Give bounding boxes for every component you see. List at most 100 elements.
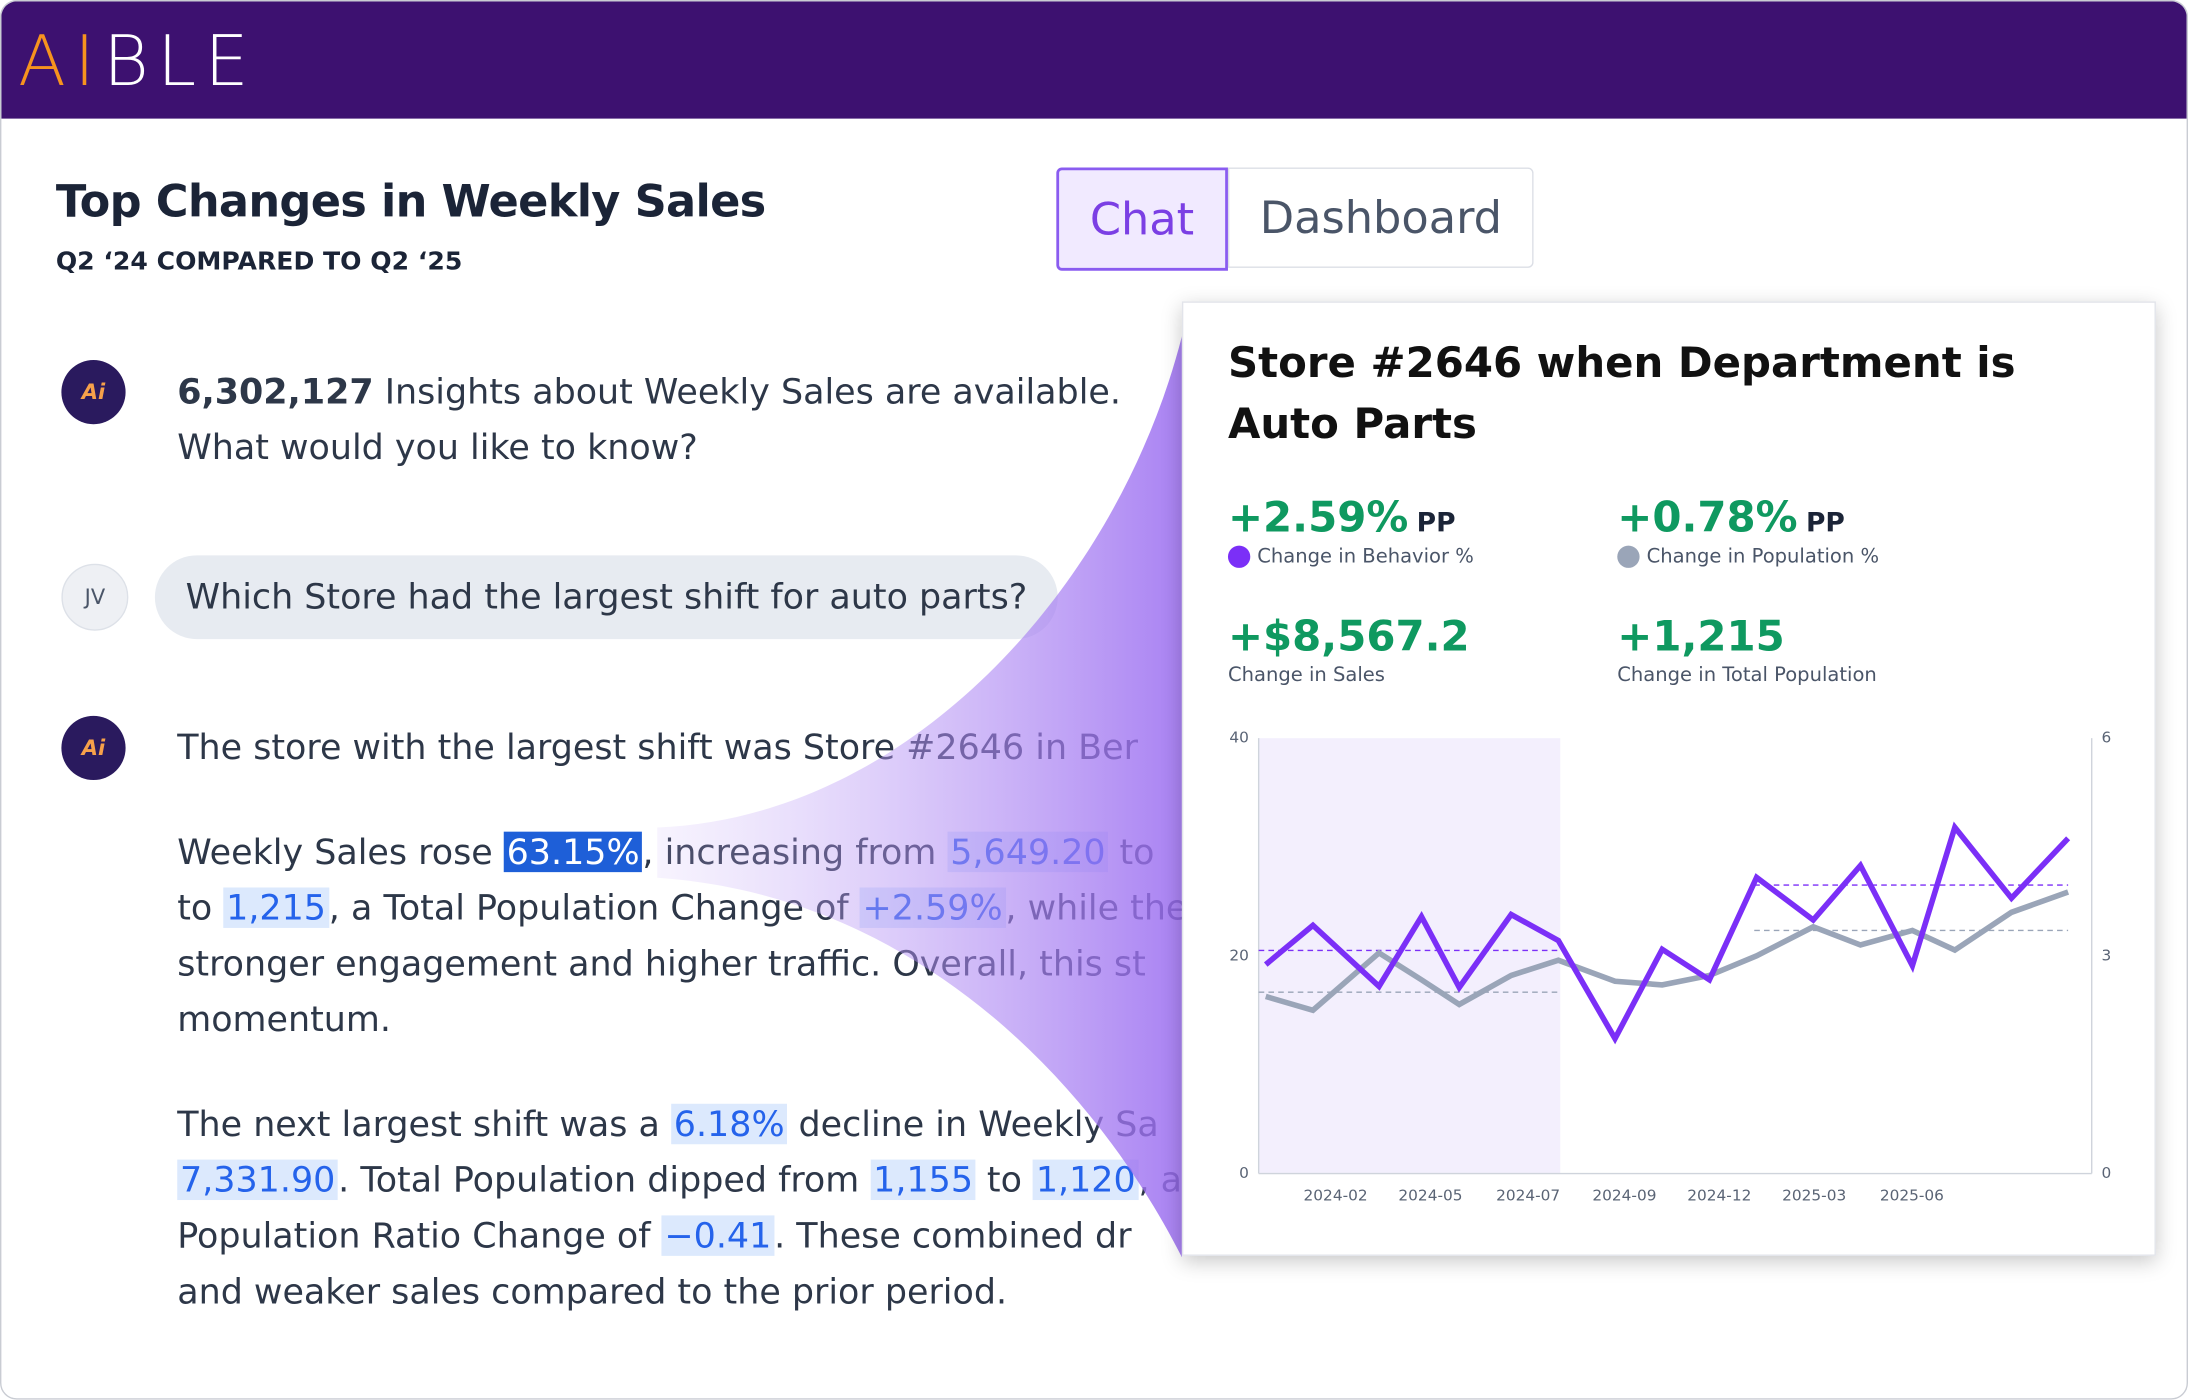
text-segment: 6.18% xyxy=(670,1103,788,1145)
kpi-value: +1,215 xyxy=(1617,613,1877,662)
y2-tick-label: 0 xyxy=(2101,1164,2111,1182)
kpi: +2.59% PP Change in Behavior % xyxy=(1227,494,1474,568)
text-segment: 1,215 xyxy=(223,887,329,928)
text-segment: . Total Population dipped from xyxy=(338,1159,871,1201)
paragraph: The store with the largest shift was Sto… xyxy=(177,720,1187,776)
text-segment: Which Store had the largest shift for au… xyxy=(185,576,1028,617)
text-line: 7,331.90. Total Population dipped from 1… xyxy=(177,1153,1187,1209)
header: AIBLE xyxy=(1,1,2187,119)
text-segment: +2.59% xyxy=(859,887,1006,928)
kpi-number: +2.59% xyxy=(1227,493,1409,543)
text-segment: 63.15% xyxy=(503,831,643,873)
text-line: What would you like to know? xyxy=(177,420,1121,476)
shaded-band xyxy=(1258,738,1561,1174)
kpi-unit: PP xyxy=(1805,507,1845,539)
text-segment: to xyxy=(177,887,224,928)
kpi: +$8,567.2 Change in Sales xyxy=(1228,613,1470,687)
text-segment: to xyxy=(1108,831,1155,873)
insight-card: Store #2646 when Department is Auto Part… xyxy=(1181,301,2156,1256)
kpi-label: Change in Population % xyxy=(1617,545,1880,568)
text-segment: 6,302,127 xyxy=(177,371,374,412)
logo: AIBLE xyxy=(18,21,248,102)
y-tick-label: 20 xyxy=(1229,946,1249,964)
text-line: to 1,215, a Total Population Change of +… xyxy=(177,881,1187,937)
paragraph: The next largest shift was a 6.18% decli… xyxy=(177,1097,1187,1320)
text-line: Which Store had the largest shift for au… xyxy=(186,555,1028,639)
text-segment: 5,649.20 xyxy=(947,831,1109,873)
text-line: Weekly Sales rose 63.15%, increasing fro… xyxy=(177,825,1187,881)
x-tick-label: 2024-12 xyxy=(1687,1186,1751,1204)
chart: 0 20 40 0 3 6 2024-02 2024-05 2024-07 2024-09 2024… xyxy=(1229,729,2111,1205)
text-segment: Insights about Weekly Sales are availabl… xyxy=(373,371,1121,412)
legend-dot xyxy=(1617,545,1640,568)
text-line: Population Ratio Change of −0.41. These … xyxy=(177,1208,1187,1264)
kpi-label: Change in Behavior % xyxy=(1227,545,1474,568)
text-segment: to xyxy=(975,1159,1034,1201)
kpi-label-text: Change in Population % xyxy=(1646,545,1880,568)
text-segment: decline in Weekly Sa xyxy=(787,1103,1159,1145)
kpi-unit: PP xyxy=(1416,507,1456,539)
message-body: The store with the largest shift was Sto… xyxy=(177,720,1187,1320)
kpi: +1,215 Change in Total Population xyxy=(1617,613,1877,687)
text-segment: 1,120 xyxy=(1033,1159,1139,1201)
paragraph: 6,302,127 Insights about Weekly Sales ar… xyxy=(177,364,1121,476)
avatar: JV xyxy=(61,563,129,631)
text-segment: −0.41 xyxy=(661,1215,775,1256)
kpi-label-text: Change in Sales xyxy=(1227,664,1385,687)
text-segment: What would you like to know? xyxy=(177,426,698,468)
text-line: 6,302,127 Insights about Weekly Sales ar… xyxy=(177,364,1121,420)
avatar: Ai xyxy=(61,360,126,425)
kpi-number: +$8,567.2 xyxy=(1227,612,1470,662)
kpi-number: +0.78% xyxy=(1617,493,1798,543)
kpi-label-text: Change in Total Population xyxy=(1617,664,1877,687)
y2-tick-label: 6 xyxy=(2101,729,2111,747)
user-bubble: Which Store had the largest shift for au… xyxy=(154,555,1058,640)
paragraph: Which Store had the largest shift for au… xyxy=(186,555,1028,639)
text-segment: , increasing from xyxy=(642,831,948,873)
tab[interactable]: Chat xyxy=(1056,167,1228,271)
text-segment: and weaker sales compared to the prior p… xyxy=(177,1271,1008,1312)
x-tick-label: 2024-02 xyxy=(1304,1186,1368,1204)
x-tick-label: 2024-05 xyxy=(1398,1186,1462,1204)
x-tick-label: 2024-09 xyxy=(1592,1186,1656,1204)
x-tick-label: 2025-03 xyxy=(1782,1186,1846,1204)
paragraph: Weekly Sales rose 63.15%, increasing fro… xyxy=(177,825,1187,1048)
y2-tick-label: 3 xyxy=(2101,946,2111,964)
text-segment: . These combined dr xyxy=(774,1215,1132,1256)
tabs: Chat Dashboard xyxy=(1056,167,1535,271)
kpi-value: +$8,567.2 xyxy=(1228,613,1470,662)
legend-dot xyxy=(1227,545,1251,568)
text-segment: 7,331.90 xyxy=(177,1159,339,1201)
page-title: Top Changes in Weekly Sales xyxy=(55,174,766,228)
text-line: momentum. xyxy=(177,992,1187,1048)
kpi-number: +1,215 xyxy=(1617,612,1785,662)
text-segment: The store with the largest shift was Sto… xyxy=(177,727,1138,768)
series-line xyxy=(1264,889,2070,1014)
avatar: Ai xyxy=(61,715,126,781)
text-line: The next largest shift was a 6.18% decli… xyxy=(177,1097,1187,1153)
text-segment: The next largest shift was a xyxy=(177,1103,671,1145)
text-line: and weaker sales compared to the prior p… xyxy=(177,1264,1187,1320)
kpi-label-text: Change in Behavior % xyxy=(1257,545,1474,568)
kpi-value: +0.78% PP xyxy=(1617,494,1879,543)
text-line: stronger engagement and higher traffic. … xyxy=(177,936,1187,992)
y-tick-label: 0 xyxy=(1239,1164,1249,1182)
text-segment: Population Ratio Change of xyxy=(177,1215,662,1256)
kpi-label: Change in Sales xyxy=(1228,664,1470,686)
tab[interactable]: Dashboard xyxy=(1227,167,1535,268)
card-title: Store #2646 when Department is Auto Part… xyxy=(1227,339,2016,450)
text-segment: , a xyxy=(1138,1159,1183,1201)
text-segment: momentum. xyxy=(177,999,391,1040)
text-line: The store with the largest shift was Sto… xyxy=(177,720,1187,776)
x-tick-label: 2024-07 xyxy=(1496,1186,1560,1204)
text-segment: 1,155 xyxy=(870,1159,976,1201)
text-segment: Weekly Sales rose xyxy=(177,831,504,873)
kpi-value: +2.59% PP xyxy=(1228,494,1474,543)
x-tick-label: 2025-06 xyxy=(1880,1186,1944,1204)
series-line xyxy=(1263,821,2071,1045)
page-subtitle: Q2 ‘24 COMPARED TO Q2 ‘25 xyxy=(55,246,463,277)
kpi-label: Change in Total Population xyxy=(1617,664,1877,686)
